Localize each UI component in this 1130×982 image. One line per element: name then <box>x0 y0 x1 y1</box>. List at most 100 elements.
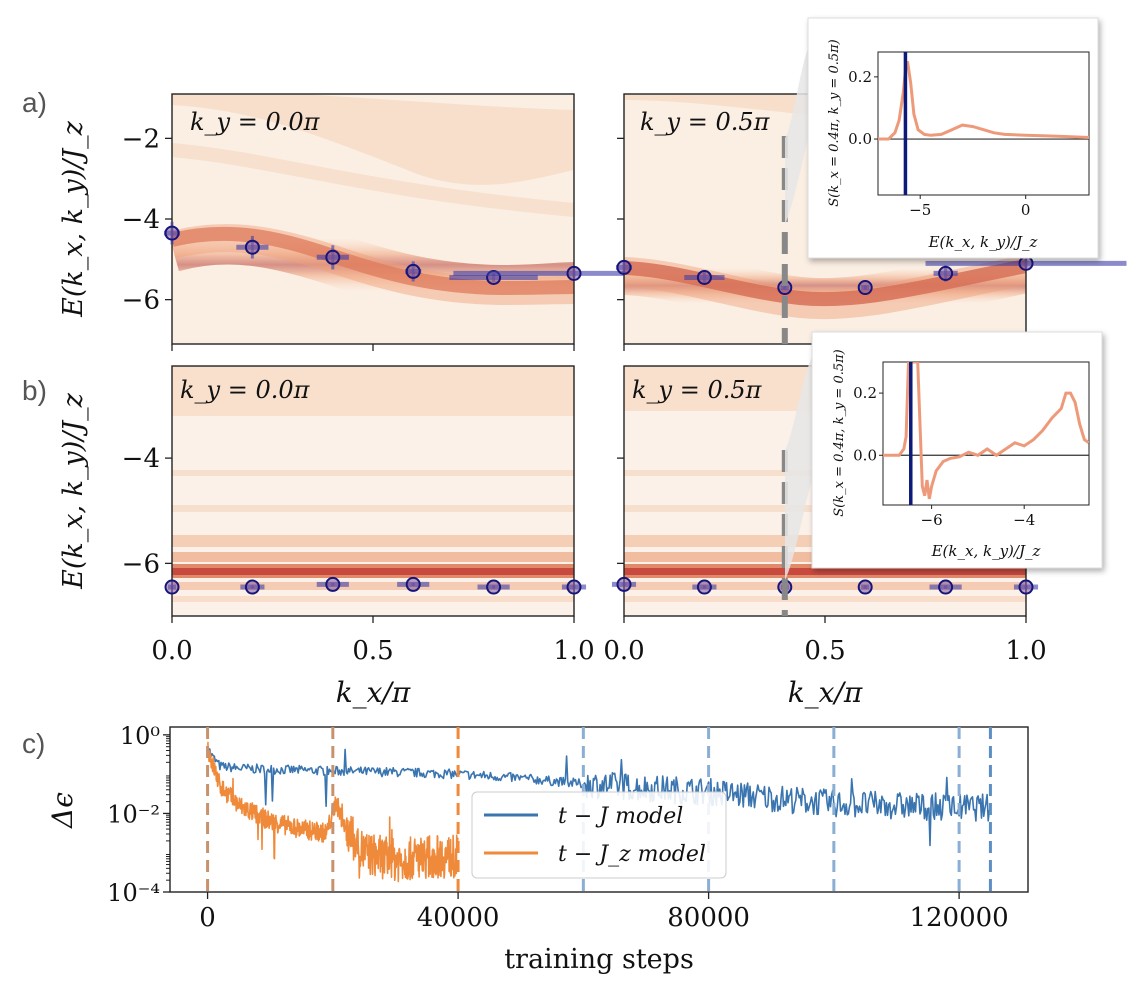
datapoint <box>561 579 587 595</box>
xlabel-b-left: k_x/π <box>336 676 411 709</box>
datapoint <box>684 269 725 285</box>
ytick-label: −4 <box>122 444 160 474</box>
marker <box>1018 255 1034 271</box>
marker <box>486 579 502 595</box>
heatmap-b-left <box>171 365 575 617</box>
marker <box>696 269 712 285</box>
datapoint <box>692 579 717 595</box>
datapoint <box>477 579 510 595</box>
c-ytick-label: 10⁻² <box>107 800 160 828</box>
xtick-label: 0.0 <box>603 636 644 666</box>
datapoint <box>1013 579 1039 595</box>
marker <box>857 280 873 296</box>
annotation-b-right: k_y = 0.5π <box>632 376 763 404</box>
annotation-a-left: k_y = 0.0π <box>190 108 321 136</box>
marker <box>857 579 873 595</box>
inset-ytick-label: 0.2 <box>848 68 872 86</box>
c-xtick-label: 40000 <box>417 903 500 933</box>
inset-b <box>785 331 1103 580</box>
legend-label-tJz: t − J_z model <box>558 842 706 867</box>
c-ytick-label: 10⁻⁴ <box>107 879 160 907</box>
datapoint <box>857 280 873 296</box>
datapoint <box>857 579 873 595</box>
marker <box>325 249 341 265</box>
xtick-label: 0.5 <box>352 636 393 666</box>
xtick-label: 0.0 <box>151 636 192 666</box>
inset-a-xlabel: E(k_x, k_y)/J_z <box>928 233 1038 251</box>
xtick-label: 0.5 <box>804 636 845 666</box>
xtick-label: 1.0 <box>553 636 594 666</box>
datapoint <box>397 576 430 592</box>
inset-a-ylabel: S(k_x = 0.4π, k_y = 0.5π) <box>827 39 842 207</box>
datapoint <box>164 579 180 595</box>
inset-a-plot: −5 0 0.0 0.2 <box>848 52 1089 219</box>
ylabel-a: E(k_x, k_y)/J_z <box>58 120 89 318</box>
inset-b-plot: −6 −4 0.0 0.2 <box>853 362 1089 529</box>
datapoint <box>316 245 349 270</box>
ylabel-c: Δϵ <box>46 792 79 829</box>
inset-xtick-label: −4 <box>1013 511 1035 529</box>
datapoint <box>236 235 269 259</box>
c-xtick-label: 80000 <box>667 903 750 933</box>
marker <box>938 579 954 595</box>
yticks-a-left: −6 −4 −2 <box>122 124 575 351</box>
marker <box>566 579 582 595</box>
marker <box>405 263 421 279</box>
datapoint <box>611 576 637 592</box>
datapoint <box>615 259 633 275</box>
inset-a <box>785 17 1099 259</box>
ytick-label: −2 <box>122 124 160 154</box>
spectral-line <box>883 362 1089 500</box>
marker <box>616 576 632 592</box>
panel-label-a: a) <box>22 87 47 118</box>
c-xtick-label: 120000 <box>909 903 1008 933</box>
heatmap-a-left <box>171 93 575 345</box>
inset-b-xlabel: E(k_x, k_y)/J_z <box>931 542 1041 560</box>
marker <box>405 576 421 592</box>
datapoint <box>933 265 958 282</box>
datapoint <box>929 579 962 595</box>
datapoints-b-right <box>611 576 1039 595</box>
marker <box>164 579 180 595</box>
marker <box>938 265 954 281</box>
annotation-b-left: k_y = 0.0π <box>180 376 311 404</box>
inset-xtick-label: 0 <box>1021 201 1031 219</box>
legend: t − J model t − J_z model <box>471 791 727 879</box>
xtick-label: 1.0 <box>1005 636 1046 666</box>
datapoint <box>163 221 181 245</box>
marker <box>164 225 180 241</box>
marker <box>566 265 582 281</box>
ytick-label: −6 <box>122 286 160 316</box>
inset-xtick-label: −5 <box>909 201 931 219</box>
ticks-b-right: 0.0 0.5 1.0 <box>603 457 1047 666</box>
marker <box>696 579 712 595</box>
inset-ytick-label: 0.0 <box>848 130 872 148</box>
legend-label-tJ: t − J model <box>558 804 683 829</box>
spectral-line <box>878 60 1089 141</box>
xlabel-c: training steps <box>504 944 694 975</box>
annotation-a-right: k_y = 0.5π <box>640 108 771 136</box>
marker <box>244 579 260 595</box>
datapoint <box>240 579 265 595</box>
marker <box>1018 579 1034 595</box>
panel-label-c: c) <box>22 728 45 759</box>
c-ytick-label: 10⁰ <box>120 722 160 750</box>
datapoint <box>925 255 1127 271</box>
inset-clip <box>878 52 1089 195</box>
inset-ytick-label: 0.0 <box>853 446 877 464</box>
inset-b-ylabel: S(k_x = 0.4π, k_y = 0.5π) <box>832 349 847 517</box>
marker <box>325 576 341 592</box>
inset-clip <box>883 362 1089 505</box>
marker <box>244 239 260 255</box>
inset-ytick-label: 0.2 <box>853 384 877 402</box>
ticks-b-left: 0.0 0.5 1.0 −6 −4 <box>122 444 595 666</box>
inset-xtick-label: −6 <box>921 511 943 529</box>
ytick-label: −4 <box>122 205 160 235</box>
datapoint <box>405 261 422 282</box>
xlabel-b-right: k_x/π <box>788 676 863 709</box>
marker <box>616 259 632 275</box>
ytick-label: −6 <box>122 549 160 579</box>
panel-label-b: b) <box>22 375 47 406</box>
c-xtick-label: 0 <box>199 903 216 933</box>
